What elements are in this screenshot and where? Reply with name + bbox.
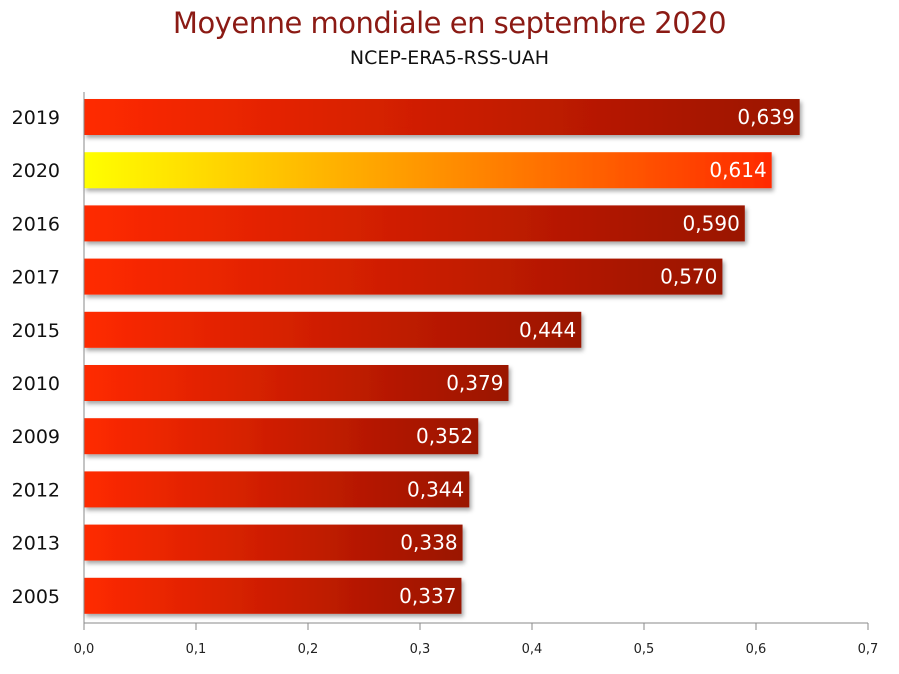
- bar-group-2016: 2016 0,590: [12, 205, 745, 242]
- bar-group-2013: 2013 0,338: [12, 524, 463, 561]
- value-label-2019: 0,639: [737, 105, 794, 129]
- x-tick-label-4: 0,4: [522, 642, 543, 657]
- value-label-2016: 0,590: [683, 211, 740, 235]
- bar-2012: [84, 471, 470, 508]
- x-tick-label-0: 0,0: [74, 642, 95, 657]
- chart-title: Moyenne mondiale en septembre 2020: [172, 6, 727, 40]
- category-label-2010: 2010: [12, 373, 60, 395]
- x-tick-label-5: 0,5: [634, 642, 655, 657]
- bar-2015: [84, 311, 582, 348]
- value-label-2009: 0,352: [416, 424, 473, 448]
- bar-group-2012: 2012 0,344: [12, 471, 470, 508]
- value-label-2015: 0,444: [519, 318, 576, 342]
- category-label-2009: 2009: [12, 426, 60, 448]
- bar-2009: [84, 418, 479, 455]
- x-tick-label-7: 0,7: [858, 642, 879, 657]
- x-tick-label-6: 0,6: [746, 642, 767, 657]
- bar-group-2019: 2019 0,639: [12, 99, 800, 135]
- bar-2016: [84, 205, 745, 242]
- value-label-2017: 0,570: [660, 265, 717, 289]
- bar-2013: [84, 524, 463, 561]
- value-label-2013: 0,338: [400, 531, 457, 555]
- category-label-2015: 2015: [12, 320, 60, 342]
- bar-group-2005: 2005 0,337: [12, 577, 462, 614]
- bar-2017: [84, 258, 723, 295]
- category-label-2012: 2012: [12, 479, 60, 501]
- category-label-2020: 2020: [12, 160, 60, 182]
- x-tick-label-2: 0,2: [298, 642, 319, 657]
- category-label-2017: 2017: [12, 267, 60, 289]
- value-label-2020: 0,614: [709, 158, 766, 182]
- bar-2019: [84, 99, 800, 135]
- bar-2005: [84, 577, 462, 614]
- category-label-2016: 2016: [12, 213, 60, 235]
- chart-subtitle: NCEP-ERA5-RSS-UAH: [349, 47, 550, 69]
- bar-2020: [84, 152, 772, 189]
- value-label-2005: 0,337: [399, 584, 456, 608]
- bar-group-2009: 2009 0,352: [12, 418, 479, 455]
- x-tick-label-3: 0,3: [410, 642, 431, 657]
- value-label-2010: 0,379: [446, 371, 503, 395]
- x-tick-label-1: 0,1: [186, 642, 207, 657]
- bar-group-2015: 2015 0,444: [12, 311, 582, 348]
- bar-group-2010: 2010 0,379: [12, 365, 509, 401]
- bar-group-2020: 2020 0,614: [12, 152, 772, 189]
- category-label-2005: 2005: [12, 586, 60, 608]
- bar-2010: [84, 365, 509, 401]
- category-label-2019: 2019: [12, 107, 60, 129]
- category-label-2013: 2013: [12, 533, 60, 555]
- bar-group-2017: 2017 0,570: [12, 258, 723, 295]
- value-label-2012: 0,344: [407, 477, 464, 501]
